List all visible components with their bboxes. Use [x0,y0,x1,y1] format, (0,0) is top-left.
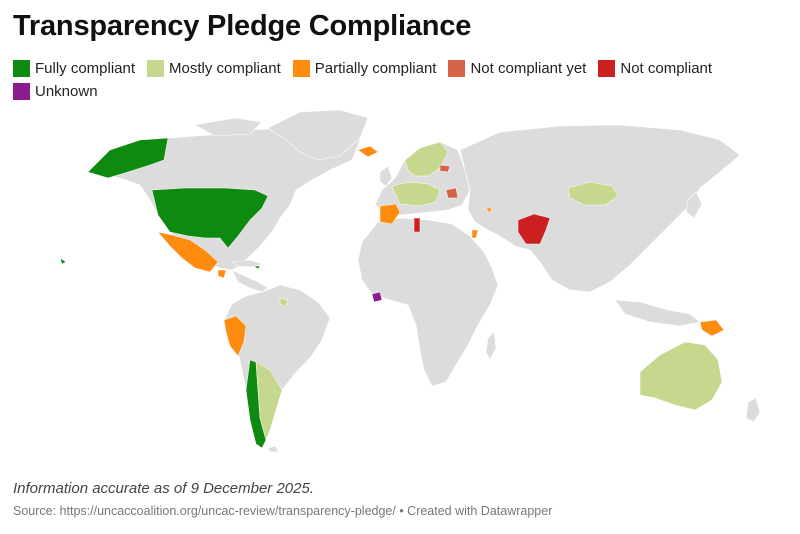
uk-land [379,165,393,187]
legend-label-partially-compliant: Partially compliant [314,59,437,77]
legend-item-partially-compliant: Partially compliant [292,59,437,77]
legend-item-fully-compliant: Fully compliant [13,59,135,77]
legend-item-not-compliant: Not compliant [598,59,712,77]
jamaica-region [253,265,261,270]
legend-swatch-mostly-compliant [147,59,165,77]
mongolia-region [567,181,619,206]
legend-swatch-partially-compliant [292,59,310,77]
spain-region [379,203,401,225]
united-states-region [151,187,269,249]
legend-item-not-compliant-yet: Not compliant yet [448,59,586,77]
accuracy-note: Information accurate as of 9 December 20… [13,480,314,497]
lebanon-region [471,229,479,239]
source-line: Source: https://uncaccoalition.org/uncac… [13,504,553,518]
legend-label-not-compliant: Not compliant [620,59,713,77]
afghanistan-region [517,213,551,245]
mexico-region [157,231,219,273]
unknown-regions [371,291,383,303]
peru-region [223,315,247,357]
japan-land [685,191,703,219]
antarctic-shelf-land [267,445,279,453]
guyana-region [279,297,289,307]
legend-swatch-not-compliant-yet [448,59,466,77]
ukraine-region [445,187,459,199]
argentina-region [255,361,283,441]
georgia-region [485,207,493,214]
caribbean-land [231,259,263,268]
honduras-region [217,269,227,279]
legend-item-unknown: Unknown [13,82,98,100]
legend-label-mostly-compliant: Mostly compliant [169,59,281,77]
alaska-region [87,137,169,179]
legend-swatch-unknown [13,82,30,100]
map-title: Transparency Pledge Compliance [13,10,472,42]
legend-label-unknown: Unknown [35,82,98,100]
legend-item-mostly-compliant: Mostly compliant [147,59,281,77]
greenland-land [267,109,369,161]
world-map [59,109,761,453]
madagascar-land [485,331,497,361]
central-america-land [231,269,269,293]
papua-new-guinea-region [699,319,725,337]
arctic-islands-land [194,117,263,137]
legend-label-fully-compliant: Fully compliant [35,59,136,77]
partially-compliant-regions [157,145,725,357]
legend: Fully compliant Mostly compliant Partial… [13,59,788,100]
africa-land [357,217,499,387]
asia-land [459,124,741,293]
liberia-region [371,291,383,303]
central-europe-region [391,181,441,207]
not-compliant-regions [413,213,551,245]
tunisia-region [413,217,421,233]
south-america-land [223,284,331,449]
legend-swatch-not-compliant [598,59,616,77]
australia-region [639,341,723,411]
iceland-region [357,145,379,158]
latvia-region [439,164,451,173]
legend-swatch-fully-compliant [13,59,30,77]
new-zealand-land [745,397,761,423]
not-compliant-yet-regions [439,164,459,199]
indonesia-land [614,299,701,327]
mostly-compliant-regions [255,141,723,441]
hawaii-region [59,257,67,265]
legend-label-not-compliant-yet: Not compliant yet [470,59,587,77]
fully-compliant-regions [59,137,421,449]
